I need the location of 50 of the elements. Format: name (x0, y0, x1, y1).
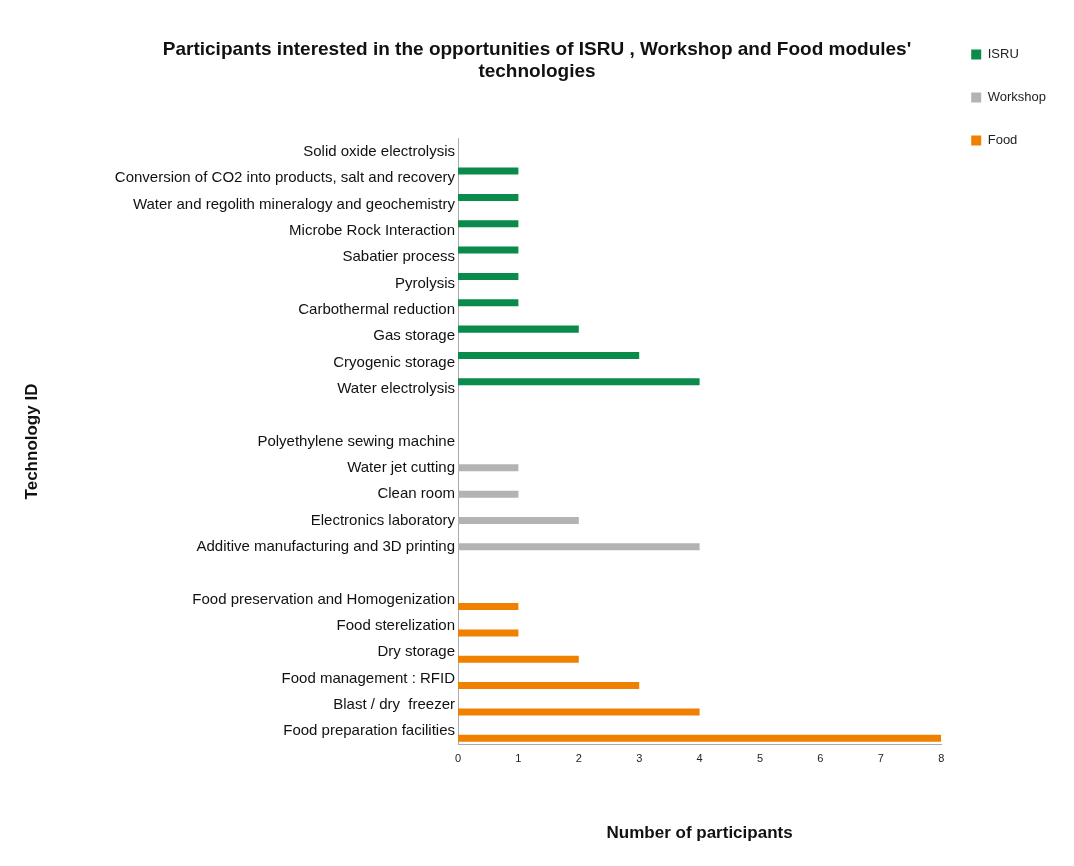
y-tick-label: Carbothermal reduction (298, 299, 455, 317)
y-tick-label: Water jet cutting (347, 457, 455, 475)
x-tick-label: 3 (636, 752, 643, 765)
y-tick-label: Clean room (377, 484, 455, 502)
x-tick-label: 2 (575, 752, 582, 765)
y-tick-label: Water and regolith mineralogy and geochemistry (132, 194, 456, 212)
y-tick-label: Food management : RFID (281, 668, 456, 686)
x-tick-label: 1 (515, 752, 522, 765)
y-tick-label: Food preservation and Homogenization (192, 589, 455, 607)
bar (458, 629, 519, 637)
y-axis-title: Technology ID (21, 383, 41, 500)
y-tick-label: Water electrolysis (337, 378, 455, 396)
bar (458, 272, 519, 280)
bar (458, 708, 700, 716)
x-tick-label: 0 (454, 752, 462, 765)
bar (458, 655, 579, 663)
y-tick-label: Blast / dry freezer (333, 695, 455, 713)
y-tick-label: Gas storage (373, 326, 455, 344)
y-tick-label: Conversion of CO2 into products, salt and recovery (114, 168, 456, 186)
y-tick-label: Polyethylene sewing machine (257, 431, 455, 449)
bar (458, 325, 579, 333)
y-tick-label: Additive manufacturing and 3D printing (196, 537, 455, 554)
chart-title: Participants interested in the opportunities of ISRU , Workshop and Food modules' technologies (162, 37, 912, 82)
bar (458, 246, 519, 254)
bar (458, 603, 519, 611)
bar (458, 299, 519, 307)
x-tick-label: 8 (938, 752, 945, 765)
y-tick-label: Food preparation facilities (283, 721, 455, 739)
legend-label: ISRU (987, 46, 1019, 62)
bar (458, 220, 519, 228)
y-tick-label: Pyrolysis (394, 273, 455, 291)
x-tick-label: 7 (877, 752, 884, 765)
bar (458, 351, 640, 359)
x-tick-label: 5 (756, 752, 764, 765)
bar (458, 682, 640, 690)
bar (458, 378, 700, 386)
x-tick-label: 6 (817, 752, 824, 765)
y-tick-label: Electronics laboratory (310, 510, 456, 528)
x-tick-label: 4 (696, 752, 703, 765)
y-tick-label: Solid oxide electrolysis (303, 141, 455, 159)
y-tick-label: Microbe Rock Interaction (289, 220, 455, 238)
y-tick-label: Cryogenic storage (333, 352, 455, 370)
bar (458, 193, 519, 201)
legend-label: Workshop (987, 89, 1047, 105)
y-tick-label: Food sterelization (336, 616, 455, 634)
x-axis-title: Number of participants (606, 823, 793, 843)
bar (458, 167, 519, 175)
y-tick-label: Dry storage (377, 642, 455, 660)
y-tick-label: Sabatier process (342, 247, 455, 265)
legend-label: Food (987, 132, 1018, 148)
